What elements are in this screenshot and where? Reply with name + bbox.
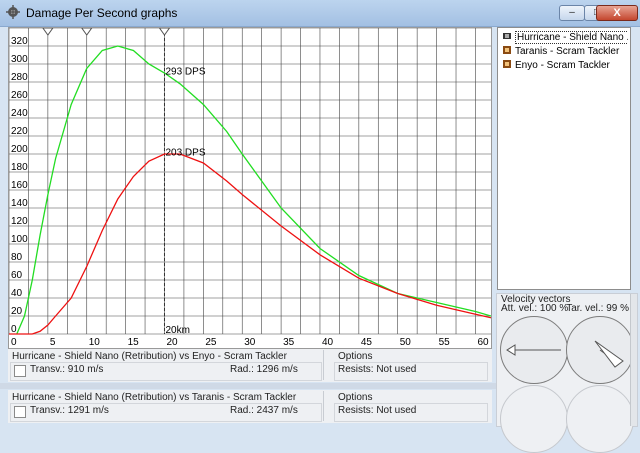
taranis-ship-icon [502, 45, 512, 55]
transversal-checkbox[interactable] [14, 365, 26, 377]
window-title: Damage Per Second graphs [26, 6, 177, 20]
x-tick-label: 25 [205, 337, 217, 348]
y-tick-label: 180 [11, 162, 28, 173]
divider [323, 391, 324, 421]
legend-item-taranis[interactable]: Taranis - Scram Tackler [502, 45, 628, 59]
attacker-velocity-wheel[interactable] [500, 316, 568, 384]
resists-value[interactable]: Resists: Not used [338, 364, 416, 375]
app-icon [6, 5, 20, 19]
dps-graph[interactable]: 0 20 40 60 80 100 120 140 160 180 200 220 240 260 280 3… [8, 27, 492, 349]
enyo-ship-icon [502, 59, 512, 69]
matchup-panel-taranis: Hurricane - Shield Nano (Retribution) vs… [8, 390, 492, 423]
matchup-panel-enyo: Hurricane - Shield Nano (Retribution) vs… [8, 349, 492, 382]
transversal-value: Transv.: 1291 m/s [30, 405, 109, 416]
legend-item-hurricane[interactable]: Hurricane - Shield Nano ... [502, 31, 628, 45]
legend-label: Enyo - Scram Tackler [515, 60, 610, 71]
matchup-title: Hurricane - Shield Nano (Retribution) vs… [12, 351, 287, 362]
range-marker-icon [43, 28, 53, 35]
y-tick-label: 20 [11, 306, 23, 317]
legend-item-enyo[interactable]: Enyo - Scram Tackler [502, 59, 628, 73]
resists-value[interactable]: Resists: Not used [338, 405, 416, 416]
x-tick-label: 30 [244, 337, 256, 348]
x-tick-label: 10 [89, 337, 101, 348]
transversal-value: Transv.: 910 m/s [30, 364, 103, 375]
y-tick-label: 220 [11, 126, 28, 137]
title-bar: Damage Per Second graphs – □ X [0, 0, 640, 27]
velocity-vectors-panel: Velocity vectors Att. vel.: 100 % Tar. v… [496, 293, 638, 427]
y-tick-label: 160 [11, 180, 28, 191]
legend-label: Hurricane - Shield Nano ... [515, 31, 628, 44]
x-tick-label: 55 [439, 337, 451, 348]
x-tick-label: 60 [477, 337, 489, 348]
panel-divider [0, 383, 496, 389]
target-vector-arrow-icon [567, 317, 633, 383]
x-tick-label: 50 [400, 337, 412, 348]
y-tick-label: 40 [11, 288, 23, 299]
close-button[interactable]: X [596, 5, 638, 21]
dps-annotation-label: 293 DPS [165, 66, 205, 77]
x-tick-label: 40 [322, 337, 334, 348]
y-tick-label: 200 [11, 144, 28, 155]
y-tick-label: 240 [11, 108, 28, 119]
y-tick-label: 320 [11, 36, 28, 47]
y-tick-label: 300 [11, 54, 28, 65]
y-tick-label: 80 [11, 252, 23, 263]
y-tick-label: 60 [11, 270, 23, 281]
x-tick-label: 5 [50, 337, 56, 348]
dps-annotation-label: 203 DPS [165, 147, 205, 158]
y-tick-label: 260 [11, 90, 28, 101]
dps-chart: 0 20 40 60 80 100 120 140 160 180 200 220 240 260 280 3… [9, 28, 491, 348]
y-tick-label: 340 [11, 28, 28, 29]
x-tick-label: 0 [11, 337, 17, 348]
scrollbar[interactable] [630, 294, 637, 426]
x-tick-label: 20 [166, 337, 178, 348]
range-marker-icon [159, 28, 169, 35]
cursor-label: 20km [165, 325, 189, 336]
divider [323, 350, 324, 380]
y-tick-label: 100 [11, 234, 28, 245]
minimize-button[interactable]: – [559, 5, 585, 21]
legend-label: Taranis - Scram Tackler [515, 46, 619, 57]
minimize-icon: – [560, 6, 584, 20]
velocity-wheel [566, 385, 634, 453]
options-label: Options [338, 392, 372, 403]
options-label: Options [338, 351, 372, 362]
y-tick-label: 120 [11, 216, 28, 227]
x-tick-label: 15 [128, 337, 140, 348]
y-tick-label: 280 [11, 72, 28, 83]
close-icon: X [597, 6, 637, 20]
target-velocity-wheel[interactable] [566, 316, 634, 384]
attacker-vector-arrow-icon [501, 317, 567, 383]
y-tick-label: 140 [11, 198, 28, 209]
target-velocity: Tar. vel.: 99 % [566, 303, 629, 314]
matchup-title: Hurricane - Shield Nano (Retribution) vs… [12, 392, 296, 403]
radial-value: Rad.: 1296 m/s [230, 364, 298, 375]
x-tick-label: 35 [283, 337, 295, 348]
radial-value: Rad.: 2437 m/s [230, 405, 298, 416]
transversal-checkbox[interactable] [14, 406, 26, 418]
x-tick-label: 45 [361, 337, 373, 348]
attacker-velocity: Att. vel.: 100 % [501, 303, 568, 314]
hurricane-ship-icon [502, 31, 512, 41]
range-marker-icon [82, 28, 92, 35]
ship-legend[interactable]: Hurricane - Shield Nano ... Taranis - Sc… [497, 27, 631, 290]
velocity-wheel [500, 385, 568, 453]
